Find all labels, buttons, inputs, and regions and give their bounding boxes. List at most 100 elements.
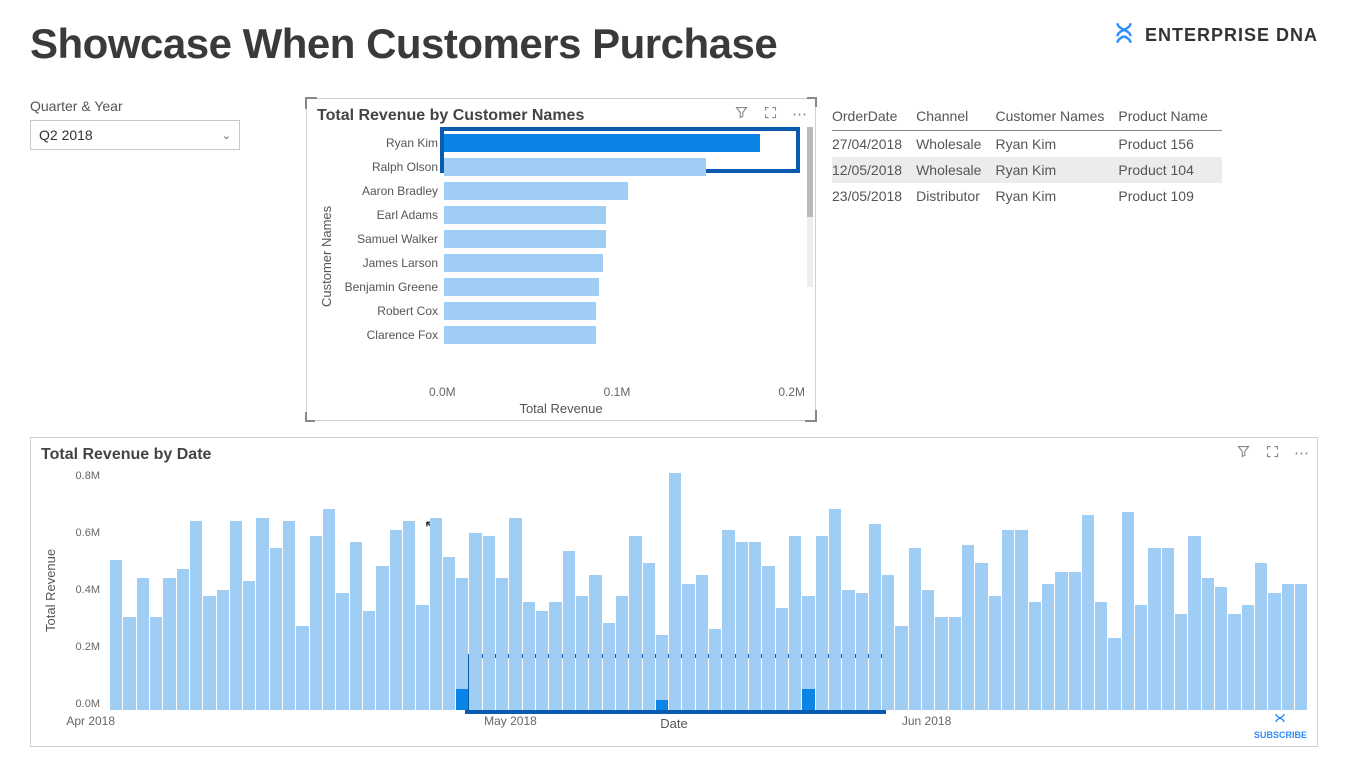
date-bar[interactable]: [150, 617, 162, 710]
table-row[interactable]: 12/05/2018WholesaleRyan KimProduct 104: [832, 157, 1222, 183]
date-bar[interactable]: [816, 536, 828, 710]
date-bar[interactable]: [762, 566, 774, 710]
date-bar[interactable]: [722, 530, 734, 710]
date-bar[interactable]: [895, 626, 907, 710]
date-bar[interactable]: [509, 518, 521, 710]
date-bar[interactable]: [1295, 584, 1307, 710]
date-bar[interactable]: [656, 635, 668, 710]
date-bar[interactable]: [1202, 578, 1214, 710]
date-bar[interactable]: [110, 560, 122, 710]
date-bar[interactable]: [350, 542, 362, 710]
date-bar[interactable]: [909, 548, 921, 710]
date-bar[interactable]: [523, 602, 535, 710]
date-bar[interactable]: [576, 596, 588, 710]
date-bar[interactable]: [616, 596, 628, 710]
focus-mode-icon[interactable]: [1265, 444, 1280, 463]
date-bar[interactable]: [922, 590, 934, 710]
date-bar[interactable]: [1029, 602, 1041, 710]
column-header[interactable]: Channel: [916, 102, 995, 131]
date-bar[interactable]: [416, 605, 428, 710]
date-bar[interactable]: [856, 593, 868, 710]
bar-row[interactable]: Robert Cox: [336, 299, 805, 323]
date-bar[interactable]: [563, 551, 575, 710]
date-bar[interactable]: [749, 542, 761, 710]
date-bar[interactable]: [1108, 638, 1120, 710]
date-bar[interactable]: [1015, 530, 1027, 710]
bar-row[interactable]: Benjamin Greene: [336, 275, 805, 299]
table-row[interactable]: 23/05/2018DistributorRyan KimProduct 109: [832, 183, 1222, 209]
date-bar[interactable]: [123, 617, 135, 710]
bar-row[interactable]: Ralph Olson: [336, 155, 805, 179]
subscribe-badge[interactable]: SUBSCRIBE: [1254, 712, 1307, 740]
date-bar[interactable]: [217, 590, 229, 710]
date-bar[interactable]: [430, 518, 442, 710]
filter-icon[interactable]: [1236, 444, 1251, 463]
date-revenue-chart[interactable]: Total Revenue by Date ⋯ Total Revenue 0.…: [30, 437, 1318, 747]
focus-mode-icon[interactable]: [763, 105, 778, 124]
date-bar[interactable]: [336, 593, 348, 710]
column-header[interactable]: Customer Names: [995, 102, 1118, 131]
date-bar[interactable]: [1242, 605, 1254, 710]
date-bar[interactable]: [962, 545, 974, 710]
date-bar[interactable]: [1135, 605, 1147, 710]
date-bar[interactable]: [589, 575, 601, 710]
date-bar[interactable]: [163, 578, 175, 710]
date-bar[interactable]: [842, 590, 854, 710]
date-bar[interactable]: [1282, 584, 1294, 710]
date-bar[interactable]: [230, 521, 242, 710]
date-bar[interactable]: [137, 578, 149, 710]
date-bar[interactable]: [935, 617, 947, 710]
date-bar[interactable]: [190, 521, 202, 710]
date-bar[interactable]: [1042, 584, 1054, 710]
date-bar[interactable]: [1055, 572, 1067, 710]
date-bar[interactable]: [869, 524, 881, 710]
bar-row[interactable]: Clarence Fox: [336, 323, 805, 347]
date-bar[interactable]: [203, 596, 215, 710]
date-bar[interactable]: [1175, 614, 1187, 710]
date-bar[interactable]: [283, 521, 295, 710]
date-bar[interactable]: [989, 596, 1001, 710]
date-bars-area[interactable]: ↖: [104, 470, 1307, 710]
date-bar[interactable]: [256, 518, 268, 710]
date-bar[interactable]: [1069, 572, 1081, 710]
bar-row[interactable]: Samuel Walker: [336, 227, 805, 251]
date-bar[interactable]: [403, 521, 415, 710]
date-bar[interactable]: [1228, 614, 1240, 710]
date-bar[interactable]: [1122, 512, 1134, 710]
date-bar[interactable]: [296, 626, 308, 710]
bar-row[interactable]: Earl Adams: [336, 203, 805, 227]
filter-icon[interactable]: [734, 105, 749, 124]
more-options-icon[interactable]: ⋯: [1294, 444, 1309, 463]
date-bar[interactable]: [669, 473, 681, 710]
date-bar[interactable]: [390, 530, 402, 710]
date-bar[interactable]: [177, 569, 189, 710]
date-bar[interactable]: [643, 563, 655, 710]
date-bar[interactable]: [443, 557, 455, 710]
date-bar[interactable]: [776, 608, 788, 710]
date-bar[interactable]: [829, 509, 841, 710]
date-bar[interactable]: [243, 581, 255, 710]
date-bar[interactable]: [456, 578, 468, 710]
customer-revenue-chart[interactable]: Total Revenue by Customer Names ⋯ Custom…: [306, 98, 816, 421]
date-bar[interactable]: [882, 575, 894, 710]
date-bar[interactable]: [1255, 563, 1267, 710]
scrollbar[interactable]: [807, 127, 813, 287]
date-bar[interactable]: [483, 536, 495, 710]
column-header[interactable]: Product Name: [1118, 102, 1221, 131]
date-bar[interactable]: [323, 509, 335, 710]
date-bar[interactable]: [789, 536, 801, 710]
date-bar[interactable]: [629, 536, 641, 710]
date-bar[interactable]: [1215, 587, 1227, 710]
date-bar[interactable]: [1188, 536, 1200, 710]
more-options-icon[interactable]: ⋯: [792, 105, 807, 124]
date-bar[interactable]: [603, 623, 615, 710]
date-bar[interactable]: [549, 602, 561, 710]
date-bar[interactable]: [1162, 548, 1174, 710]
orders-table[interactable]: OrderDateChannelCustomer NamesProduct Na…: [832, 102, 1222, 209]
date-bar[interactable]: [975, 563, 987, 710]
date-bar[interactable]: [469, 533, 481, 710]
slicer-dropdown[interactable]: Q2 2018 ⌄: [30, 120, 240, 150]
date-bar[interactable]: [949, 617, 961, 710]
date-bar[interactable]: [363, 611, 375, 710]
bar-row[interactable]: James Larson: [336, 251, 805, 275]
